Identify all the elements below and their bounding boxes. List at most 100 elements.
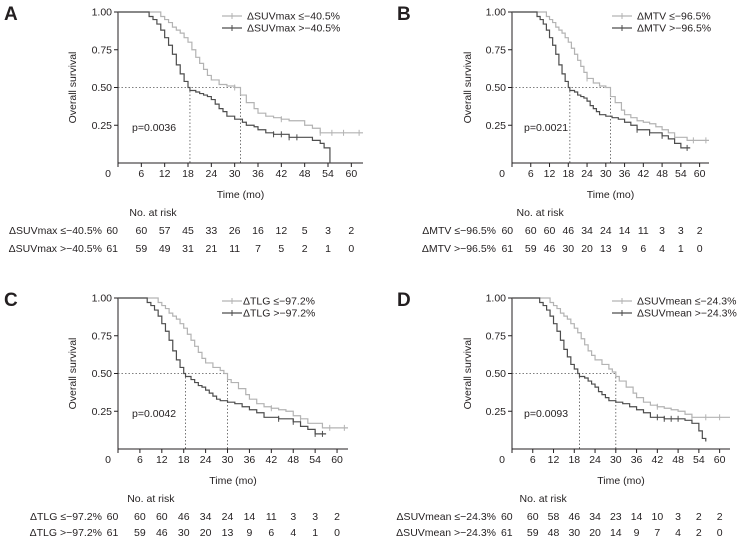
risk-count: 20 [581,243,593,255]
risk-count: 1 [312,527,318,537]
risk-count: 46 [156,527,168,537]
risk-count: 59 [135,243,147,255]
risk-count: 21 [205,243,217,255]
x-tick-label: 6 [138,168,144,180]
risk-count: 4 [659,243,665,255]
risk-count: 11 [266,511,277,523]
risk-count: 3 [312,511,318,523]
x-tick-label: 30 [229,168,241,180]
risk-count: 57 [159,225,171,237]
risk-count: 61 [106,243,118,255]
x-tick-label: 30 [610,454,622,466]
risk-count: 9 [247,527,253,537]
risk-row-label-2: ΔTLG >−97.2% [30,527,102,537]
y-tick-label: 1.00 [486,7,507,19]
risk-count: 60 [501,511,513,523]
risk-count: 6 [640,243,646,255]
risk-row-label-2: ΔMTV >−96.5% [422,243,496,255]
y-axis-title: Overall survival [462,52,474,124]
risk-count: 7 [255,243,261,255]
risk-count: 14 [619,225,631,237]
risk-count: 60 [134,511,146,523]
km-panel-d: D0.250.500.751.000 6 12 18 24 30 36 42 48 54 60Tim… [396,290,737,537]
x-tick-label: 6 [528,168,534,180]
risk-count: 23 [610,511,622,523]
y-tick-label: 0.25 [486,120,507,132]
risk-table-title: No. at risk [129,207,177,219]
x-tick-label: 0 [105,454,111,466]
x-tick-label: 36 [252,168,264,180]
x-tick-label: 54 [693,454,705,466]
risk-count: 4 [290,527,296,537]
risk-row-label-1: ΔSUVmax ≤−40.5% [9,225,102,237]
x-tick-label: 48 [672,454,684,466]
risk-count: 9 [634,527,640,537]
y-axis-title: Overall survival [462,338,474,410]
km-panel-b: B0.250.500.751.000 6 12 18 24 30 36 42 48 54 60Tim… [397,4,711,255]
x-tick-label: 24 [200,454,212,466]
risk-count: 46 [562,225,574,237]
risk-count: 31 [182,243,194,255]
risk-count: 30 [568,527,580,537]
survival-curve-2 [118,297,327,435]
p-value: p=0.0042 [132,408,176,420]
x-tick-label: 48 [287,454,299,466]
x-tick-label: 42 [651,454,663,466]
legend-label-1: ΔTLG ≤−97.2% [243,296,315,308]
risk-row-label-1: ΔSUVmean ≤−24.3% [397,511,496,523]
risk-count: 14 [631,511,643,523]
risk-count: 9 [622,243,628,255]
x-tick-label: 54 [322,168,334,180]
y-tick-label: 0.75 [486,330,507,342]
risk-count: 48 [548,527,560,537]
risk-count: 4 [675,527,681,537]
x-tick-label: 54 [309,454,321,466]
risk-count: 2 [697,225,703,237]
x-tick-label: 18 [182,168,194,180]
risk-count: 30 [562,243,574,255]
x-axis-title: Time (mo) [209,475,256,487]
risk-count: 12 [275,225,287,237]
x-tick-label: 30 [600,168,612,180]
risk-count: 1 [325,243,331,255]
x-tick-label: 30 [222,454,234,466]
x-tick-label: 54 [675,168,687,180]
risk-count: 13 [600,243,612,255]
x-tick-label: 60 [694,168,706,180]
risk-count: 59 [134,527,146,537]
risk-count: 2 [717,511,723,523]
x-tick-label: 6 [530,454,536,466]
x-tick-label: 0 [105,168,111,180]
risk-count: 34 [581,225,593,237]
risk-count: 3 [678,225,684,237]
risk-count: 1 [678,243,684,255]
risk-count: 3 [675,511,681,523]
x-tick-label: 60 [345,168,357,180]
y-tick-label: 0.75 [486,44,507,56]
survival-curve-1 [512,297,730,418]
x-tick-label: 12 [159,168,171,180]
risk-row-label-1: ΔTLG ≤−97.2% [30,511,102,523]
legend-label-1: ΔMTV ≤−96.5% [637,11,711,23]
risk-count: 2 [696,511,702,523]
legend-label-1: ΔSUVmean ≤−24.3% [637,296,736,308]
legend-label-2: ΔTLG >−97.2% [243,308,315,320]
risk-row-label-2: ΔSUVmax >−40.5% [9,243,102,255]
km-panel-c: C0.250.500.751.000 6 12 18 24 30 36 42 48 54 60Tim… [4,290,348,537]
risk-count: 5 [278,243,284,255]
y-tick-label: 0.50 [486,82,507,94]
risk-count: 58 [548,511,560,523]
risk-count: 61 [501,527,513,537]
risk-count: 34 [589,511,601,523]
x-tick-label: 12 [544,168,556,180]
risk-count: 3 [325,225,331,237]
risk-count: 60 [156,511,168,523]
x-tick-label: 48 [656,168,668,180]
x-tick-label: 12 [548,454,560,466]
risk-count: 11 [229,243,240,255]
risk-row-label-1: ΔMTV ≤−96.5% [422,225,496,237]
risk-count: 16 [252,225,264,237]
risk-count: 60 [544,225,556,237]
y-tick-label: 1.00 [486,293,507,305]
risk-count: 60 [527,511,539,523]
